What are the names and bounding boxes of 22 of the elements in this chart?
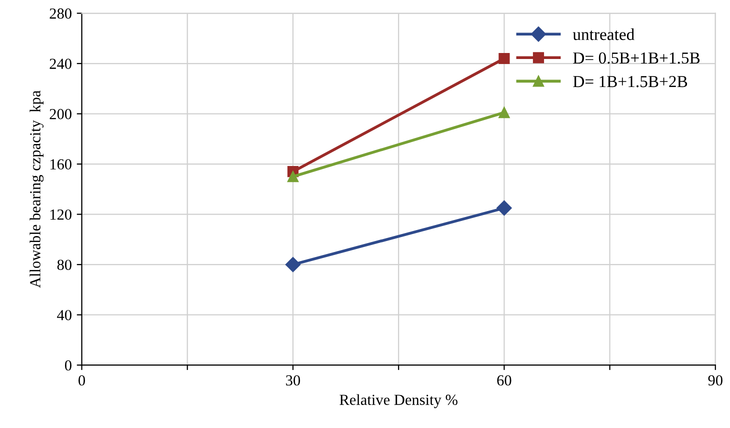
x-tick-label: 30 xyxy=(286,375,300,386)
x-tick-label: 60 xyxy=(497,375,512,386)
y-tick-label: 120 xyxy=(50,209,72,220)
y-tick-label: 160 xyxy=(50,159,72,170)
legend-label: untreated xyxy=(572,28,634,40)
y-tick-label: 240 xyxy=(50,58,72,69)
y-axis-title: Allowable bearing czpacity kpa xyxy=(30,90,44,288)
point xyxy=(287,171,299,182)
x-tick-label: 0 xyxy=(78,375,85,386)
x-tick-label: 90 xyxy=(708,375,722,386)
point xyxy=(496,200,512,216)
y-tick-label: 280 xyxy=(50,8,72,19)
legend-label: D= 1B+1.5B+2B xyxy=(573,76,688,88)
y-tick-label: 200 xyxy=(50,108,72,120)
legend-label: D= 0.5B+1B+1.5B xyxy=(573,52,700,64)
point xyxy=(285,256,301,272)
y-tick-label: 0 xyxy=(64,360,72,371)
point xyxy=(498,52,510,64)
x-axis-title: Relative Density % xyxy=(340,394,458,408)
y-tick-label: 40 xyxy=(57,310,72,320)
y-tick-label: 80 xyxy=(57,260,72,270)
point xyxy=(498,106,510,118)
